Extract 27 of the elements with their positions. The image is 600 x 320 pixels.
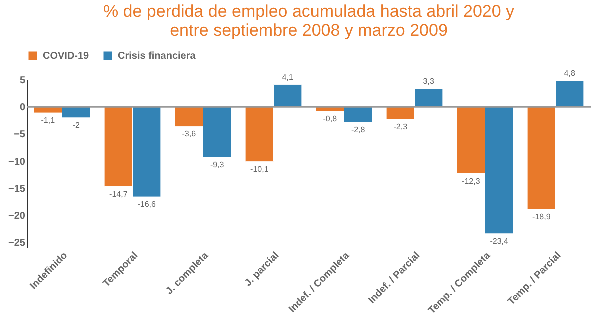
data-label: 4,1 (282, 72, 294, 82)
y-tick-label: 5 (20, 76, 26, 86)
text: % de perdida de empleo acumulada hasta abril 2020 y (103, 2, 515, 22)
data-label: -2 (72, 120, 80, 130)
legend-label: Crisis financiera (118, 51, 196, 62)
data-label: -12,3 (462, 176, 481, 186)
y-tick-label: −20 (8, 210, 26, 222)
data-label: -2,3 (394, 122, 408, 132)
data-label: -0,8 (323, 114, 338, 124)
data-label: 3,3 (423, 77, 435, 86)
data-label: -23,4 (490, 236, 510, 246)
y-tick-label: 0 (20, 102, 26, 114)
data-label: -10,1 (250, 164, 270, 174)
y-tick-label: −10 (8, 156, 26, 168)
text: entre septiembre 2008 y marzo 2009 (170, 21, 448, 40)
data-label: -18,9 (532, 212, 552, 222)
legend-label: COVID-19 (43, 51, 90, 62)
y-tick-label: −15 (8, 184, 26, 195)
y-tick-label: −25 (8, 238, 26, 250)
data-label: -2,8 (351, 125, 366, 134)
data-label: -1,1 (41, 116, 56, 126)
y-tick-label: −5 (14, 130, 26, 141)
data-label: -9,3 (210, 160, 225, 170)
data-label: -14,7 (110, 190, 128, 199)
data-label: -16,6 (138, 200, 157, 210)
data-label: -3,6 (182, 130, 197, 139)
data-label: 4,8 (564, 69, 576, 78)
